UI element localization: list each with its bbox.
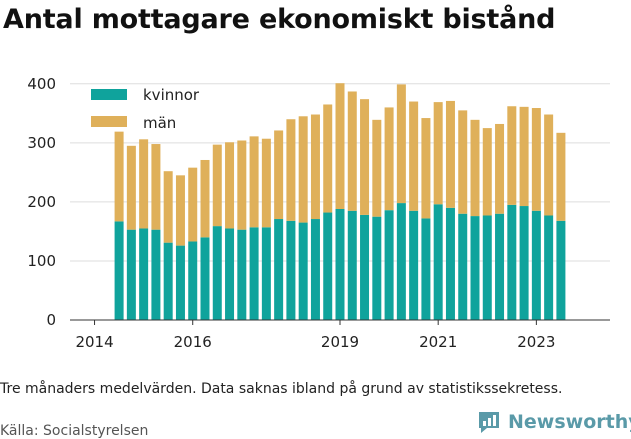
bar-kvinnor: [445, 207, 455, 320]
chart-caption: Tre månaders medelvärden. Data saknas ib…: [0, 381, 563, 397]
bar-man: [286, 119, 296, 221]
bar-kvinnor: [151, 229, 161, 320]
x-tick-label: 2019: [321, 333, 359, 351]
y-tick-label: 100: [27, 252, 56, 270]
y-tick-label: 400: [27, 75, 56, 93]
bar-kvinnor: [261, 227, 271, 320]
bar-kvinnor: [126, 229, 136, 320]
x-axis: 2014 2016 2019 2021 2023: [70, 319, 610, 351]
bar-kvinnor: [200, 237, 210, 320]
bar-man: [139, 139, 149, 229]
bar-kvinnor: [396, 203, 406, 320]
bar-kvinnor: [507, 204, 517, 320]
bar-man: [360, 99, 370, 215]
bar-kvinnor: [225, 228, 235, 320]
bar-kvinnor: [519, 206, 529, 320]
legend-swatch-kvinnor: [91, 89, 127, 100]
bar-man: [310, 114, 320, 220]
bar-man: [175, 175, 185, 246]
bar-man: [384, 107, 394, 211]
bar-man: [261, 138, 271, 228]
bar-kvinnor: [409, 210, 419, 320]
bar-man: [409, 101, 419, 211]
bar-kvinnor: [286, 220, 296, 320]
bar-man: [556, 132, 566, 221]
bar-man: [421, 118, 431, 219]
bar-man: [531, 108, 541, 211]
legend: kvinnor män: [91, 86, 200, 132]
bar-man: [298, 116, 308, 223]
y-tick-label: 200: [27, 193, 56, 211]
bar-man: [249, 136, 259, 228]
chart: 0 100 200 300 400 2014 2016 2019 2021 2023 kvinn…: [27, 75, 610, 351]
newsworthy-icon: [479, 412, 499, 433]
bar-kvinnor: [384, 210, 394, 320]
source-credit: Källa: Socialstyrelsen: [0, 423, 149, 439]
bar-kvinnor: [531, 210, 541, 320]
bar-man: [163, 171, 173, 243]
bar-kvinnor: [323, 212, 333, 320]
bar-kvinnor: [175, 245, 185, 320]
bar-man: [396, 84, 406, 204]
bar-kvinnor: [249, 227, 259, 320]
bar-man: [323, 104, 333, 213]
bar-man: [495, 123, 505, 214]
legend-label-man: män: [143, 114, 176, 132]
bar-kvinnor: [212, 226, 222, 320]
y-tick-label: 0: [46, 311, 56, 329]
bar-kvinnor: [274, 219, 284, 320]
gridlines: 0 100 200 300 400: [27, 75, 610, 329]
bar-man: [274, 130, 284, 220]
bars: [114, 83, 566, 320]
bar-kvinnor: [372, 216, 382, 320]
bar-kvinnor: [335, 208, 345, 320]
y-tick-label: 300: [27, 134, 56, 152]
bar-kvinnor: [433, 204, 443, 320]
bar-man: [458, 110, 468, 214]
bar-kvinnor: [458, 213, 468, 320]
bar-kvinnor: [556, 220, 566, 320]
bar-man: [433, 102, 443, 205]
legend-swatch-man: [91, 116, 127, 127]
bar-man: [372, 119, 382, 217]
bar-man: [470, 119, 480, 217]
bar-kvinnor: [298, 222, 308, 320]
bar-man: [114, 131, 124, 222]
bar-man: [507, 106, 517, 205]
brand-name: Newsworthy: [508, 411, 631, 433]
bar-man: [445, 100, 455, 208]
bar-man: [212, 144, 222, 227]
bar-man: [544, 114, 554, 216]
bar-man: [188, 167, 198, 242]
bar-man: [126, 145, 136, 230]
bar-kvinnor: [347, 210, 357, 320]
bar-kvinnor: [544, 215, 554, 320]
legend-label-kvinnor: kvinnor: [143, 86, 200, 104]
bar-man: [200, 159, 210, 238]
bar-man: [335, 83, 345, 209]
bar-kvinnor: [421, 218, 431, 320]
bar-kvinnor: [495, 213, 505, 320]
bar-man: [482, 128, 492, 216]
bar-kvinnor: [139, 228, 149, 320]
bar-man: [519, 106, 529, 207]
x-tick-label: 2014: [75, 333, 113, 351]
x-tick-label: 2023: [517, 333, 555, 351]
bar-kvinnor: [470, 216, 480, 320]
x-tick-label: 2021: [419, 333, 457, 351]
bar-man: [151, 144, 161, 230]
bar-kvinnor: [188, 241, 198, 320]
bar-kvinnor: [310, 219, 320, 320]
bar-kvinnor: [237, 229, 247, 320]
x-tick-label: 2016: [174, 333, 212, 351]
newsworthy-logo[interactable]: Newsworthy: [476, 408, 631, 436]
bar-kvinnor: [360, 214, 370, 320]
bar-kvinnor: [482, 215, 492, 320]
bar-kvinnor: [163, 242, 173, 320]
bar-man: [237, 140, 247, 230]
bar-man: [347, 91, 357, 211]
chart-title: Antal mottagare ekonomiskt bistånd: [3, 4, 556, 35]
bar-kvinnor: [114, 221, 124, 320]
bar-man: [225, 142, 235, 229]
